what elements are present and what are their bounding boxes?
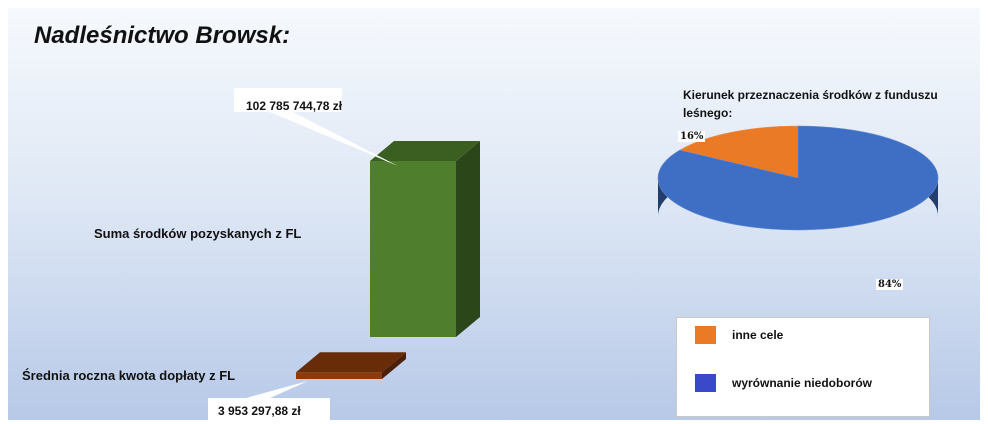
legend-label: wyrównanie niedoborów — [732, 376, 873, 390]
value-callout — [234, 88, 398, 166]
bar-category-label: Średnia roczna kwota dopłaty z FL — [22, 368, 236, 383]
bar-value-label: 3 953 297,88 zł — [218, 404, 301, 418]
pie-slice — [678, 125, 799, 179]
bar-front — [296, 372, 382, 379]
slide-background: Nadleśnictwo Browsk: 102 785 744,78 zł 3… — [8, 8, 980, 420]
legend-item: wyrównanie niedoborów — [695, 374, 872, 392]
bar-top — [296, 352, 406, 373]
value-callout — [208, 398, 330, 420]
bar-category-label: Suma środków pozyskanych z FL — [94, 226, 302, 241]
value-callout-pointer — [246, 381, 308, 398]
bar-side — [456, 141, 480, 337]
bar-value-label: 102 785 744,78 zł — [246, 99, 343, 113]
bar-front — [370, 161, 456, 337]
bar-side — [382, 352, 406, 379]
chart-canvas — [208, 88, 939, 420]
pie-data-label: 16% — [678, 131, 706, 142]
pie-slice — [657, 125, 939, 231]
bar-top — [370, 141, 480, 161]
legend-swatch-inne-cele — [695, 326, 716, 344]
legend-swatch-wyrownanie — [695, 374, 716, 392]
pie-title: Kierunek przeznaczenia środków z fundusz… — [683, 88, 938, 120]
legend-label: inne cele — [732, 328, 784, 342]
pie-legend: inne cele wyrównanie niedoborów — [676, 317, 930, 417]
page-title: Nadleśnictwo Browsk: — [34, 22, 291, 49]
pie-data-label: 84% — [876, 279, 904, 290]
legend-item: inne cele — [695, 326, 783, 344]
